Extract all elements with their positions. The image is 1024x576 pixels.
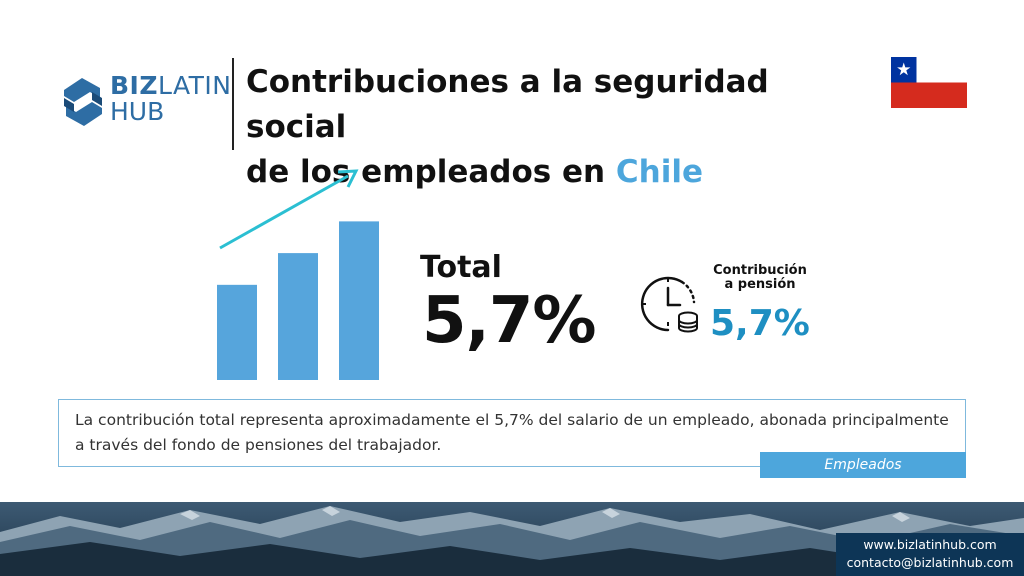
chart-bar — [217, 284, 257, 380]
mountain-landscape-image — [0, 502, 1024, 576]
description-box: La contribución total representa aproxim… — [58, 399, 966, 467]
description-text: La contribución total representa aproxim… — [75, 411, 949, 454]
logo-wordmark: BIZLATIN HUB — [110, 71, 232, 126]
clock-coins-icon — [640, 276, 698, 333]
bizlatinhub-logo-icon — [64, 78, 102, 126]
logo-text-hub: HUB — [110, 97, 165, 126]
chile-flag-icon — [891, 57, 967, 108]
logo-text-biz: BIZ — [110, 71, 158, 100]
logo-text-latin: LATIN — [157, 71, 232, 100]
header-divider — [232, 58, 234, 150]
title-text: de los empleados en — [246, 154, 616, 190]
growth-bar-chart — [217, 169, 379, 380]
contact-box: www.bizlatinhub.com contacto@bizlatinhub… — [836, 533, 1024, 576]
website-link[interactable]: www.bizlatinhub.com — [863, 537, 997, 552]
total-label: Total — [420, 250, 502, 285]
growth-arrow-head-icon — [337, 169, 359, 188]
total-value: 5,7% — [422, 284, 596, 358]
page-title: Contribuciones a la seguridad social de … — [246, 60, 866, 195]
chart-bar — [278, 253, 318, 380]
description-tag: Empleados — [760, 452, 966, 478]
email-link[interactable]: contacto@bizlatinhub.com — [846, 555, 1014, 570]
title-line-1: Contribuciones a la seguridad social — [246, 64, 769, 145]
chart-bar — [339, 221, 379, 380]
bizlatinhub-logo: BIZLATIN HUB — [60, 73, 231, 132]
pension-value: 5,7% — [710, 303, 810, 344]
title-highlight-country: Chile — [615, 154, 703, 190]
title-line-2: de los empleados en Chile — [246, 150, 866, 195]
pension-label-line-2: a pensión — [724, 277, 796, 292]
growth-arrow-line — [219, 174, 349, 250]
pension-label: Contribución a pensión — [700, 264, 820, 292]
pension-label-line-1: Contribución — [713, 263, 807, 278]
